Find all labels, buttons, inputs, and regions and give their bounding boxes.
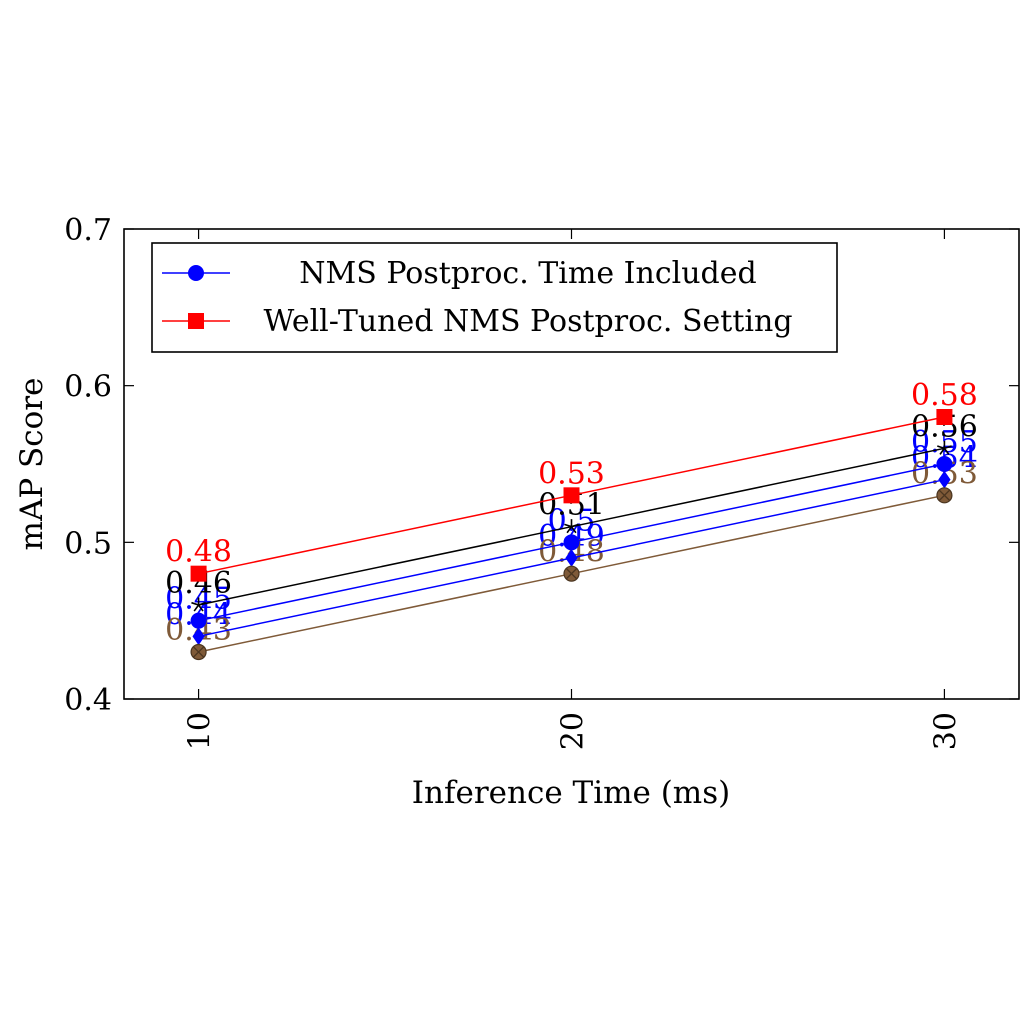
y-tick-label: 0.6 (64, 370, 112, 405)
legend-marker (188, 313, 204, 329)
data-label: 0.53 (538, 456, 605, 491)
data-label: 0.58 (911, 378, 978, 413)
y-tick-label: 0.5 (64, 526, 112, 561)
axis-ticks: 0.4 0.5 0.6 0.7 10 20 30 (64, 213, 1019, 750)
data-point (936, 409, 953, 425)
series-4 (192, 470, 951, 646)
series-5 (190, 487, 953, 661)
data-point (563, 487, 580, 504)
legend-marker (188, 265, 204, 281)
series-1 (190, 456, 953, 629)
data-point-cross (192, 646, 205, 658)
y-tick-label: 0.4 (64, 683, 112, 718)
data-point (564, 519, 579, 534)
data-point (191, 597, 206, 612)
chart-marks: 0.450.50.550.480.530.580.460.510.560.440… (165, 378, 978, 661)
series-2 (190, 409, 953, 582)
legend-label: NMS Postproc. Time Included (299, 256, 756, 291)
data-point (563, 565, 580, 582)
data-point (563, 534, 580, 551)
data-point (936, 456, 953, 472)
data-point-cross (565, 567, 578, 580)
legend-label: Well-Tuned NMS Postproc. Setting (263, 304, 792, 339)
series-3 (191, 440, 952, 612)
x-axis-title: Inference Time (ms) (412, 775, 730, 811)
data-point (190, 643, 207, 661)
legend-box (151, 242, 838, 353)
data-point (937, 440, 952, 455)
data-point (936, 487, 953, 504)
legend: NMS Postproc. Time Included Well-Tuned NM… (151, 242, 838, 353)
y-tick-label: 0.7 (64, 213, 112, 248)
x-tick-label: 30 (928, 712, 963, 750)
data-point (190, 565, 207, 582)
y-axis-title: mAP Score (14, 378, 50, 551)
data-label: 0.48 (165, 535, 232, 570)
x-tick-label: 10 (183, 712, 218, 750)
data-point (190, 612, 207, 629)
data-labels: 0.450.50.550.480.530.580.460.510.560.440… (165, 378, 978, 648)
x-tick-label: 20 (556, 712, 591, 750)
data-point-cross (938, 489, 951, 502)
